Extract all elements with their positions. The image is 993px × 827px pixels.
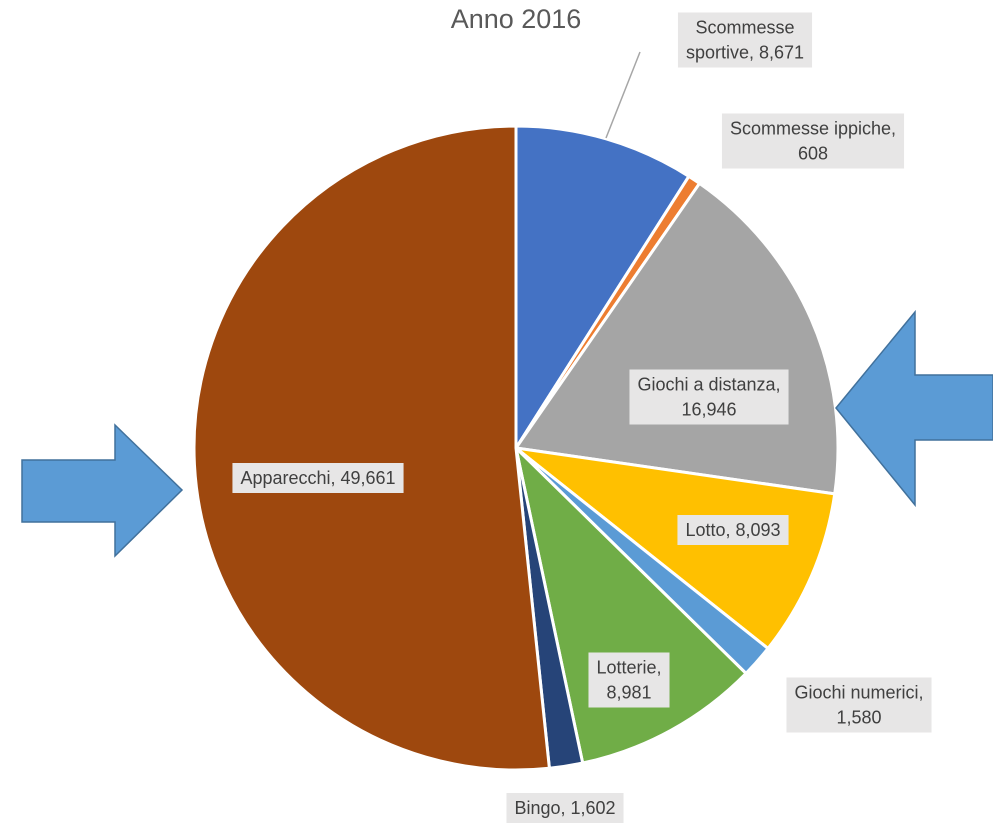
arrow-right	[21, 423, 184, 558]
data-label: Giochi numerici, 1,580	[786, 677, 932, 733]
data-label-text: Giochi a distanza, 16,946	[637, 375, 780, 420]
data-label-text: Apparecchi, 49,661	[240, 468, 395, 488]
data-label-text: Scommesse ippiche, 608	[730, 119, 896, 164]
pie-slice	[514, 124, 691, 454]
pie-slice	[192, 124, 552, 772]
data-label-text: Bingo, 1,602	[514, 798, 615, 818]
arrow-left	[835, 309, 993, 508]
leader-line	[605, 51, 641, 139]
label-box	[629, 369, 789, 425]
data-label: Lotto, 8,093	[677, 515, 789, 545]
data-label: Scommesse sportive, 8,671	[677, 12, 813, 68]
pie-slice	[513, 443, 749, 765]
label-box	[677, 515, 789, 545]
data-label-text: Lotterie, 8,981	[596, 658, 661, 703]
chart-title: Anno 2016	[451, 4, 582, 34]
pie	[192, 124, 840, 772]
data-label: Giochi a distanza, 16,946	[629, 369, 789, 425]
label-box	[677, 12, 813, 68]
label-box	[232, 463, 404, 493]
label-box	[721, 113, 905, 169]
pie-slice	[510, 445, 837, 651]
label-box	[786, 677, 932, 733]
data-label: Scommesse ippiche, 608	[721, 113, 905, 169]
data-labels: Scommesse sportive, 8,671 Scommesse ippich…	[232, 12, 932, 823]
data-label: Lotterie, 8,981	[588, 652, 670, 708]
data-label: Bingo, 1,602	[506, 793, 624, 823]
data-label-text: Giochi numerici, 1,580	[794, 683, 923, 728]
label-box	[588, 652, 670, 708]
label-box	[506, 793, 624, 823]
data-label-text: Scommesse sportive, 8,671	[686, 18, 804, 63]
data-label: Apparecchi, 49,661	[232, 463, 404, 493]
data-label-text: Lotto, 8,093	[685, 520, 780, 540]
